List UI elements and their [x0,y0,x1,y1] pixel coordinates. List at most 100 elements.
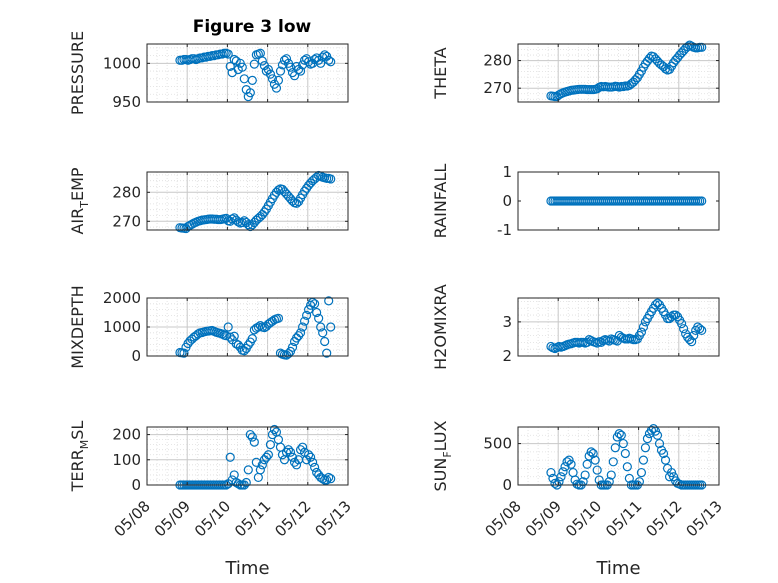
data-point [285,447,296,457]
data-point [259,207,269,217]
data-point [263,450,274,460]
axes-box [517,426,720,486]
data-point [616,430,626,440]
data-point [326,174,336,184]
y-tick-label: 270 [483,79,512,97]
data-point [644,53,655,63]
data-point [326,57,336,67]
y-tick-label: 1 [502,163,512,181]
data-point [285,62,296,72]
data-point [273,313,284,323]
data-point [283,349,294,359]
data-point [247,334,257,344]
y-label-subscript: F [441,451,454,457]
data-point [297,442,308,452]
data-point [622,462,632,472]
subplot-5: 0 1000 2000 MIXDEPTH [68,285,349,369]
data-point [610,443,620,453]
data-point [283,445,294,455]
data-point [636,467,647,478]
data-point [550,478,560,488]
data-point [223,49,233,59]
axes-box [146,43,349,103]
y-tick-label: 1000 [103,54,141,72]
data-point [554,477,564,487]
data-point [227,214,237,224]
data-point [618,438,628,449]
data-point [687,337,697,347]
figure-title: Figure 3 low [193,17,312,37]
y-tick-label: 100 [112,451,141,469]
axes-box [517,43,720,103]
y-label-main: AIR [68,208,87,235]
y-label-subscript: M [78,440,91,450]
x-tick-label: 05/10 [562,497,605,540]
data-point [241,477,251,488]
y-tick-label: -1 [497,221,512,239]
x-tick-label: 05/13 [312,497,355,540]
data-point [223,322,233,332]
data-point [578,477,588,487]
data-point [608,457,618,467]
y-tick-label: 1000 [103,318,141,336]
data-point [654,438,665,449]
data-point [247,75,257,85]
data-point [624,473,634,483]
data-point [326,474,336,484]
data-point [301,310,312,320]
x-tick-label: 05/09 [151,497,194,540]
y-label-main: TERR [68,449,87,492]
x-tick-label: 05/12 [271,497,314,540]
data-point [261,452,271,462]
x-axis-label: Time [224,558,269,579]
axes-box [517,297,720,357]
y-label-main: THETA [431,47,450,99]
data-point [697,42,707,52]
data-point [546,467,556,478]
data-point [642,434,653,444]
data-point [243,220,253,230]
x-tick-label: 05/08 [482,497,525,540]
data-point [558,467,568,477]
data-point [257,56,267,66]
data-point [695,324,705,334]
y-axis-label: MIXDEPTH [68,285,87,368]
data-point [614,429,624,439]
data-point [281,447,292,457]
data-point [582,459,592,469]
y-label-tail: EMP [68,167,87,201]
data-point [638,455,649,465]
data-point [318,328,328,338]
data-point [306,452,316,462]
y-tick-label: 500 [483,435,512,453]
data-point [636,327,647,337]
data-point [243,465,253,475]
data-point [638,322,649,332]
x-tick-label: 05/09 [522,497,565,540]
data-point [273,185,284,195]
data-point [293,331,304,341]
data-point [263,64,274,75]
y-label-main: SUN [431,458,450,492]
x-axis-label: Time [595,558,640,579]
axes-box [146,171,349,231]
data-point [310,299,320,309]
data-point [658,448,669,459]
data-point [620,448,630,459]
x-tick-label: 05/11 [602,497,645,540]
data-point [281,54,292,64]
data-point [560,462,570,472]
data-point [304,450,314,460]
data-point [308,457,318,467]
data-point [179,348,189,358]
data-point [287,342,298,352]
y-axis-label: PRESSURE [68,31,87,115]
data-point [666,312,677,322]
data-point [689,330,699,341]
data-point [251,457,261,467]
data-point [592,338,602,348]
data-point [310,462,320,472]
subplot-6: 2 3 H2OMIXRA [431,284,720,370]
